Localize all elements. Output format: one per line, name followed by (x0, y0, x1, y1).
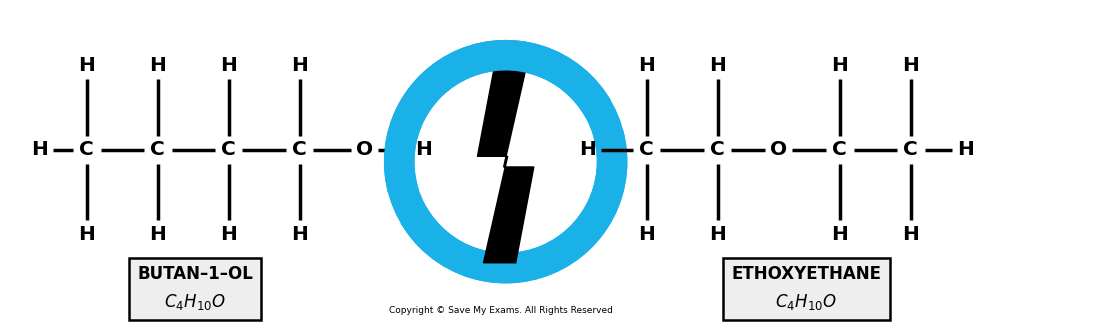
Text: C: C (833, 140, 847, 159)
Text: BUTAN–1–OL
$C_4H_{10}O$: BUTAN–1–OL $C_4H_{10}O$ (138, 265, 253, 312)
Text: C: C (221, 140, 236, 159)
Text: H: H (150, 225, 166, 244)
Text: H: H (150, 56, 166, 75)
Text: Copyright © Save My Exams. All Rights Reserved: Copyright © Save My Exams. All Rights Re… (388, 307, 613, 315)
Text: O: O (356, 140, 373, 159)
Text: H: H (832, 56, 848, 75)
Text: H: H (579, 140, 596, 159)
Text: H: H (78, 56, 96, 75)
Text: H: H (31, 140, 48, 159)
Text: H: H (710, 56, 726, 75)
Text: H: H (902, 225, 920, 244)
Text: C: C (639, 140, 654, 159)
Text: H: H (957, 140, 975, 159)
Text: H: H (292, 225, 308, 244)
Text: H: H (638, 56, 654, 75)
Polygon shape (477, 61, 534, 263)
Text: ETHOXYETHANE
$C_4H_{10}O$: ETHOXYETHANE $C_4H_{10}O$ (732, 265, 881, 312)
Text: H: H (78, 225, 96, 244)
Text: H: H (220, 56, 238, 75)
Text: H: H (832, 225, 848, 244)
Text: H: H (292, 56, 308, 75)
Text: C: C (293, 140, 307, 159)
Text: H: H (638, 225, 654, 244)
Text: H: H (416, 140, 432, 159)
Text: C: C (151, 140, 165, 159)
Text: C: C (711, 140, 725, 159)
Text: H: H (710, 225, 726, 244)
Text: H: H (902, 56, 920, 75)
Text: C: C (903, 140, 918, 159)
Text: C: C (79, 140, 95, 159)
Text: O: O (770, 140, 788, 159)
Text: H: H (220, 225, 238, 244)
